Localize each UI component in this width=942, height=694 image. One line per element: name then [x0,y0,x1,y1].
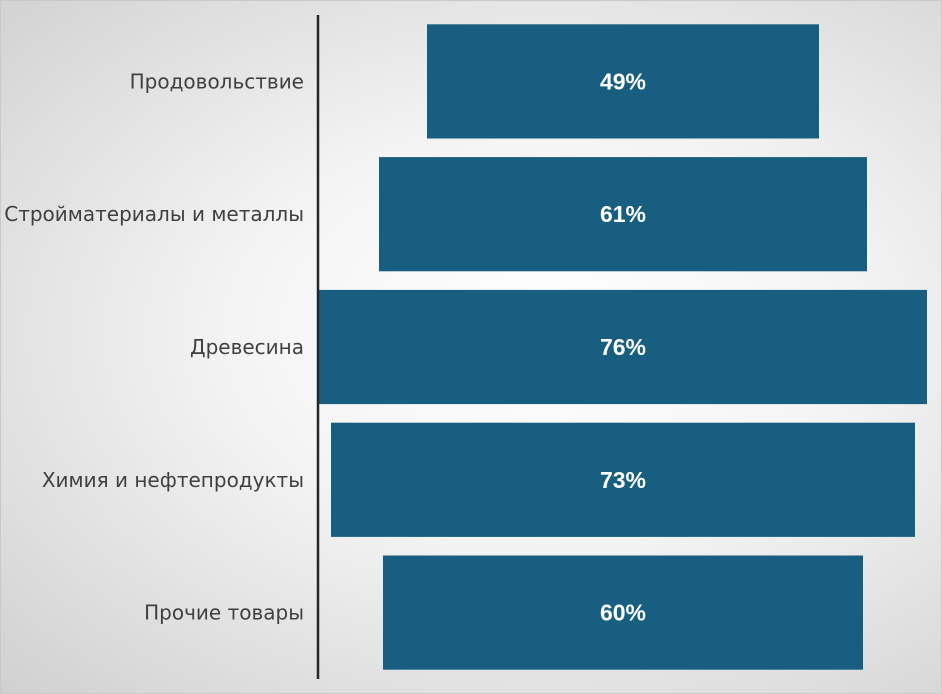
category-label-4: Химия и нефтепродукты [42,468,304,492]
bar-1 [427,24,819,139]
category-label-3: Древесина [190,335,304,359]
bar-5 [383,555,863,670]
bar-3 [319,289,927,405]
category-label-2: Стройматериалы и металлы [4,202,304,226]
bar-2 [379,157,867,272]
value-label-5: 60% [600,600,646,626]
bar-4 [331,422,915,537]
category-labels-group: Продовольствие Стройматериалы и металлы Др… [4,69,304,624]
value-label-1: 49% [600,68,646,94]
value-labels-group: 49% 61% 76% 73% 60% [600,68,646,625]
bars-group [319,24,927,670]
category-label-5: Прочие товары [144,601,304,625]
value-label-2: 61% [600,201,646,227]
category-label-1: Продовольствие [130,69,304,93]
value-label-3: 76% [600,334,646,360]
value-label-4: 73% [600,467,646,493]
